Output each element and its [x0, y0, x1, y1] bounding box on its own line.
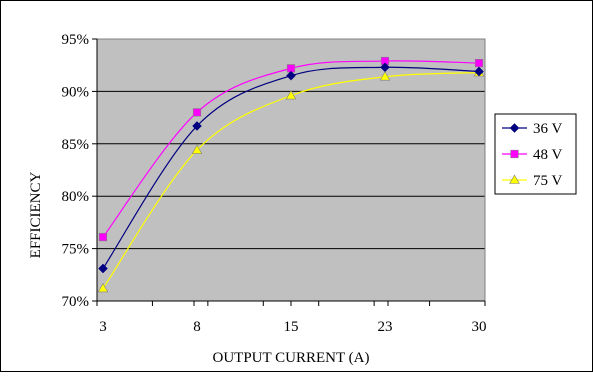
- data-point-36v: [474, 66, 484, 77]
- data-point-75v: [285, 89, 297, 100]
- series-line-75v: [102, 71, 480, 289]
- data-point-36v: [192, 121, 202, 131]
- x-tick-label: 3: [99, 319, 107, 335]
- legend-items: 36 V 48 V 75 V: [502, 121, 562, 189]
- legend-label: 36 V: [533, 121, 562, 137]
- y-tick-label: 80%: [62, 189, 90, 205]
- x-tick-label: 30: [472, 319, 487, 335]
- y-tick-label: 90%: [62, 84, 90, 100]
- x-tick-label: 8: [193, 319, 201, 335]
- data-point-75v: [379, 71, 391, 81]
- legend-marker: [509, 174, 520, 184]
- x-axis-label: OUTPUT CURRENT (A): [213, 350, 370, 366]
- y-tick-label: 95%: [62, 32, 90, 48]
- y-tick-label: 75%: [62, 242, 90, 258]
- plot-area: [97, 39, 485, 301]
- legend-marker: [509, 123, 520, 133]
- data-point-48v: [98, 232, 108, 242]
- legend-marker: [510, 149, 519, 159]
- legend-label: 48 V: [533, 147, 562, 163]
- series-markers: [97, 56, 485, 293]
- series-lines: [102, 60, 480, 289]
- data-point-48v: [474, 59, 484, 68]
- data-point-75v: [97, 282, 109, 293]
- data-point-36v: [98, 263, 108, 274]
- x-ticks: 3 8 15 23 30: [96, 301, 487, 335]
- y-tick-label: 70%: [62, 294, 90, 310]
- y-ticks: 70% 75% 80% 85% 90% 95%: [62, 32, 97, 310]
- y-axis-label: EFFICIENCY: [28, 172, 44, 259]
- x-tick-label: 15: [284, 319, 299, 335]
- x-tick-label: 23: [378, 319, 393, 335]
- legend: 36 V 48 V 75 V: [494, 113, 577, 195]
- data-point-36v: [286, 70, 296, 81]
- legend-label: 75 V: [533, 173, 562, 189]
- y-tick-label: 85%: [62, 137, 90, 153]
- series-line-48v: [102, 60, 480, 238]
- series-line-36v: [102, 66, 480, 269]
- data-point-75v: [191, 144, 203, 154]
- data-point-36v: [380, 62, 390, 73]
- data-point-48v: [192, 108, 202, 117]
